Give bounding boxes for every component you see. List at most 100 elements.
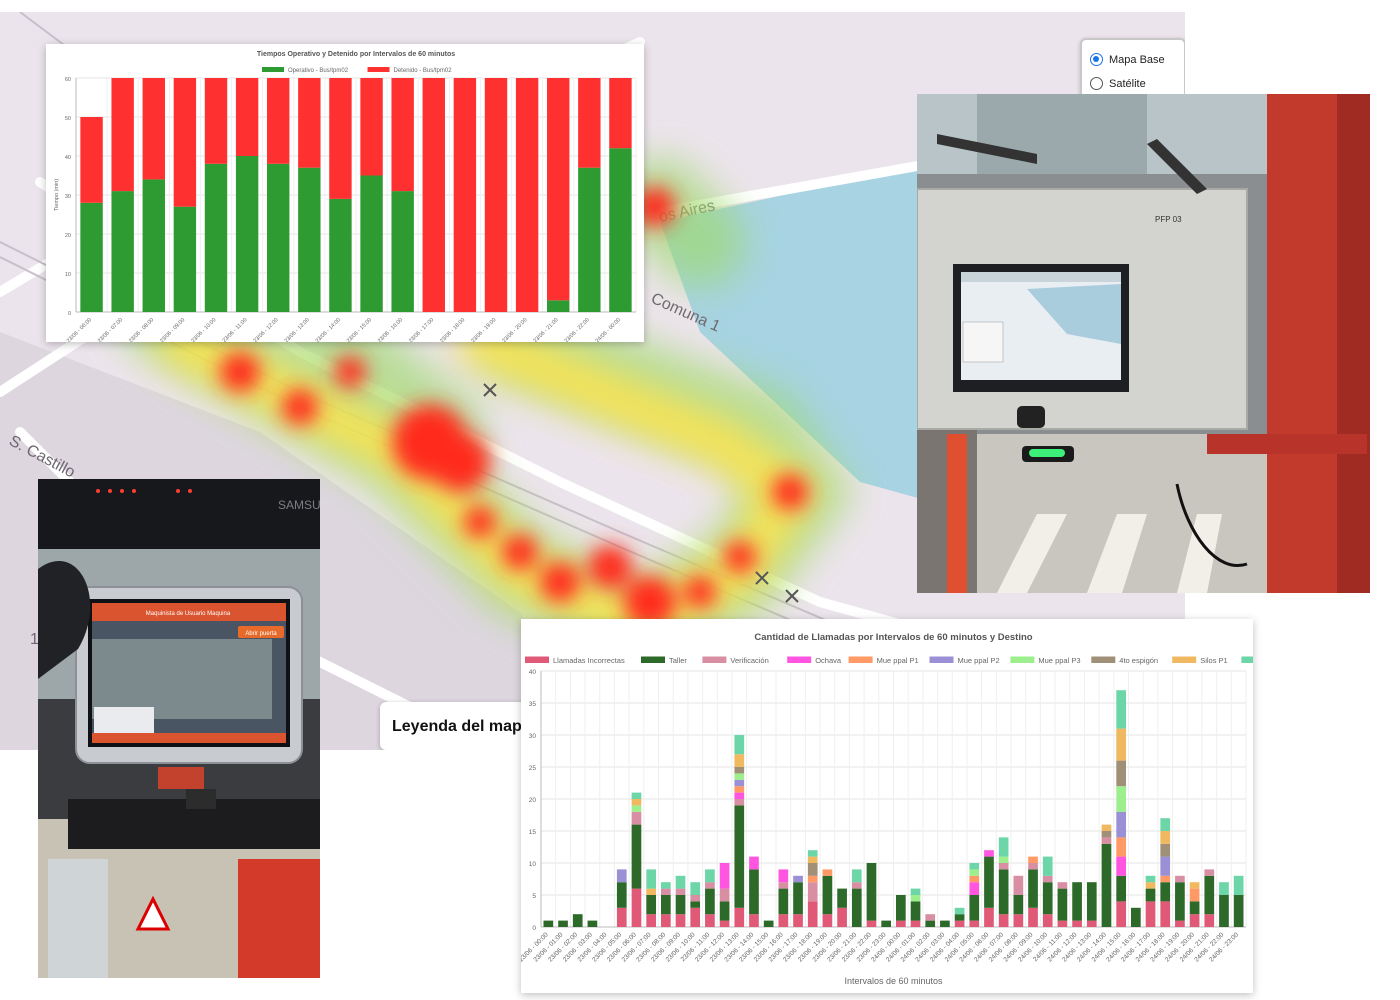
- chart2-bar: [998, 856, 1009, 863]
- panel-pc-photo: PFP 03: [917, 94, 1370, 593]
- chart2-bar: [1145, 882, 1156, 889]
- chart2-bar: [969, 920, 980, 927]
- chart2-bar: [1028, 863, 1038, 870]
- chart2-bar: [705, 882, 715, 889]
- chart2-bar: [675, 875, 686, 889]
- chart2-bar: [734, 767, 745, 774]
- chart2-bar: [690, 901, 701, 908]
- chart2-bar: [1189, 901, 1200, 915]
- chart2-bar: [778, 914, 789, 927]
- chart2-bar: [1042, 856, 1053, 876]
- chart2-bar: [734, 779, 745, 787]
- chart2-legend-label: 4to espigón: [1119, 656, 1158, 665]
- chart2-bar: [1189, 914, 1200, 927]
- chart1-bar: [142, 179, 165, 312]
- chart1-bar: [391, 191, 414, 312]
- chart2-bar: [749, 914, 759, 927]
- chart1-legend-swatch: [367, 67, 390, 72]
- chart2-xlabel: Intervalos de 60 minutos: [844, 976, 943, 986]
- chart1-xtick-label: 24/06 - 00:00: [595, 317, 622, 342]
- chart1-xtick-label: 23/06 - 16:00: [377, 317, 404, 342]
- chart2-bar: [675, 914, 686, 927]
- chart2-bar: [631, 792, 642, 799]
- chart1-bar: [267, 163, 290, 312]
- chart2-ytick-label: 40: [529, 669, 537, 676]
- chart2-bar: [793, 882, 803, 915]
- chart2-legend-item: Mue ppal P1: [848, 656, 919, 665]
- chart2-bar: [1057, 920, 1068, 927]
- chart2-bar: [646, 914, 657, 927]
- chart2-bar: [660, 895, 671, 915]
- chart2-ytick-label: 30: [529, 733, 537, 740]
- chart2-bar: [719, 863, 730, 889]
- chart2-bar: [734, 754, 745, 767]
- chart2-bar: [940, 920, 950, 927]
- chart2-bar: [719, 901, 730, 921]
- chart2-bar: [1116, 811, 1127, 838]
- chart2-bar: [690, 895, 701, 902]
- chart1-ytick-label: 30: [65, 194, 71, 200]
- chart1-bar: [80, 202, 103, 312]
- chart2-legend-item: Verificación: [702, 656, 769, 665]
- chart2-bar: [998, 869, 1009, 915]
- chart2-bar: [998, 837, 1009, 857]
- chart2-bar: [1072, 920, 1082, 927]
- chart1-bar: [204, 163, 228, 312]
- chart2-bar: [1233, 875, 1244, 895]
- chart2-bar: [690, 882, 701, 895]
- chart2-bar: [807, 901, 818, 927]
- chart2-bar: [631, 824, 642, 889]
- chart2-bar: [734, 735, 745, 755]
- chart2-bar: [1175, 882, 1185, 921]
- chart2-bar: [1160, 843, 1171, 857]
- chart2-bar: [646, 869, 657, 889]
- chart2-bar: [734, 792, 745, 799]
- chart2-bar: [1057, 888, 1068, 921]
- chart2-bar: [1042, 914, 1053, 927]
- chart2-bar: [1145, 875, 1156, 883]
- radio-base-map[interactable]: [1090, 53, 1103, 66]
- chart1-ytick-label: 40: [65, 155, 71, 161]
- chart2-legend-label: Llamadas Incorrectas: [553, 656, 625, 665]
- chart2-bar: [969, 875, 980, 883]
- chart2-bar: [660, 914, 671, 927]
- chart2-bar: [1086, 920, 1097, 927]
- map-legend-title: Leyenda del mapa: [392, 718, 531, 735]
- chart1-bar: [609, 78, 632, 149]
- chart1-bar: [453, 78, 477, 312]
- chart2-bar: [690, 907, 701, 927]
- chart2-bar: [1160, 882, 1171, 902]
- chart2-bar: [734, 799, 745, 806]
- chart2-bar: [807, 882, 818, 902]
- chart2-bar: [1086, 882, 1097, 921]
- chart2-bar: [1204, 869, 1215, 876]
- chart1-xtick-label: 23/06 - 13:00: [284, 317, 311, 342]
- chart2-ytick-label: 15: [529, 829, 537, 836]
- chart2-bar: [749, 869, 759, 915]
- calls-chart: Cantidad de Llamadas por Intervalos de 6…: [518, 619, 1297, 993]
- tablet-display-title: Maquinista de Usuario Maquina: [146, 611, 231, 617]
- chart2-ytick-label: 0: [532, 925, 536, 932]
- chart2-legend-item: Mue ppal P2: [929, 656, 1000, 665]
- chart2-bar: [763, 920, 774, 927]
- chart2-bar: [705, 869, 715, 883]
- chart2-bar: [572, 914, 583, 927]
- tablet-open-door-button: Abrir puerta: [245, 631, 277, 637]
- layer-option-satellite[interactable]: Satélite: [1090, 77, 1146, 90]
- chart2-bar: [660, 888, 671, 895]
- chart2-bar: [675, 888, 686, 895]
- operating-time-chart: Tiempos Operativo y Detenido por Interva…: [46, 44, 644, 344]
- layer-option-base[interactable]: Mapa Base: [1090, 53, 1165, 66]
- radio-satellite[interactable]: [1090, 77, 1103, 90]
- chart1-bar: [547, 300, 570, 312]
- chart1-bar: [578, 167, 601, 312]
- chart2-legend-swatch: [1172, 656, 1197, 663]
- chart2-bar: [1101, 843, 1112, 927]
- chart1-xtick-label: 23/06 - 19:00: [470, 317, 497, 342]
- chart2-bar: [910, 920, 921, 927]
- chart1-ytick-label: 0: [68, 311, 71, 317]
- chart2-bar: [1101, 831, 1112, 838]
- chart2-legend-swatch: [525, 656, 549, 663]
- chart2-bar: [851, 888, 862, 927]
- chart2-bar: [1219, 882, 1229, 895]
